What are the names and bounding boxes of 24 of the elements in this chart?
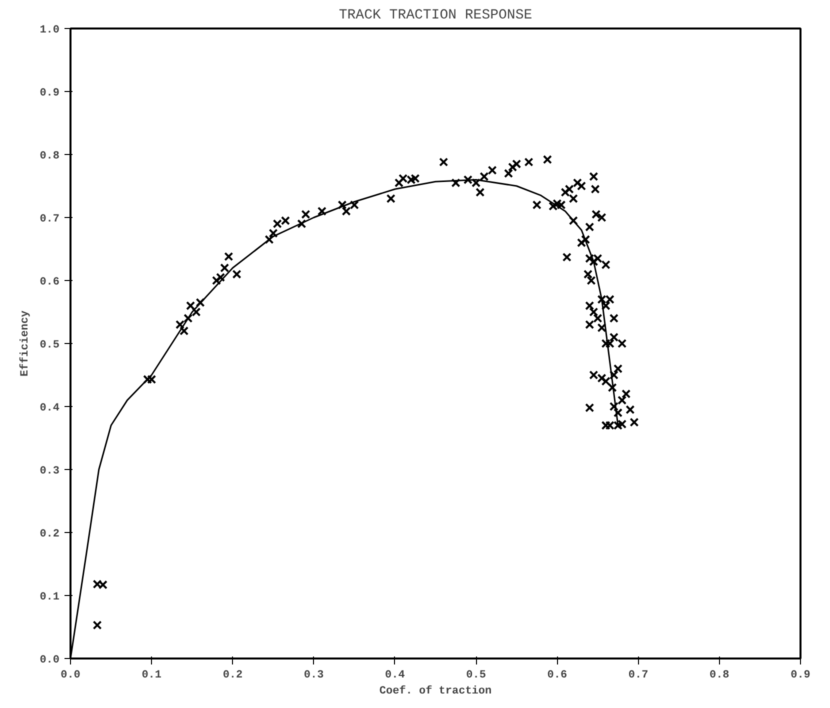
x-tick-label: 0.5 (466, 670, 486, 682)
y-tick-label: 0.6 (40, 276, 60, 288)
y-tick-label: 0.0 (40, 654, 60, 666)
y-tick-label: 0.4 (40, 402, 60, 414)
y-tick-label: 0.3 (40, 466, 60, 478)
y-axis-title: Efficiency (18, 310, 32, 377)
y-tick-label: 0.1 (40, 592, 60, 604)
x-tick-label: 0.9 (790, 670, 810, 682)
x-tick-label: 0.2 (222, 670, 243, 682)
y-tick-label: 1.0 (40, 24, 60, 36)
x-tick-label: 0.0 (60, 670, 80, 682)
x-tick-label: 0.8 (709, 670, 730, 682)
chart-title: TRACK TRACTION RESPONSE (338, 8, 532, 24)
x-tick-label: 0.1 (142, 670, 162, 682)
x-tick-label: 0.7 (628, 670, 648, 682)
y-tick-label: 0.2 (40, 528, 60, 540)
x-tick-label: 0.6 (547, 670, 568, 682)
y-tick-label: 0.8 (40, 150, 60, 162)
x-axis-title: Coef. of traction (379, 684, 492, 698)
y-tick-label: 0.9 (40, 88, 60, 100)
x-tick-label: 0.4 (385, 670, 406, 682)
x-tick-label: 0.3 (304, 670, 324, 682)
y-tick-label: 0.7 (40, 214, 60, 226)
y-tick-label: 0.5 (40, 340, 60, 352)
